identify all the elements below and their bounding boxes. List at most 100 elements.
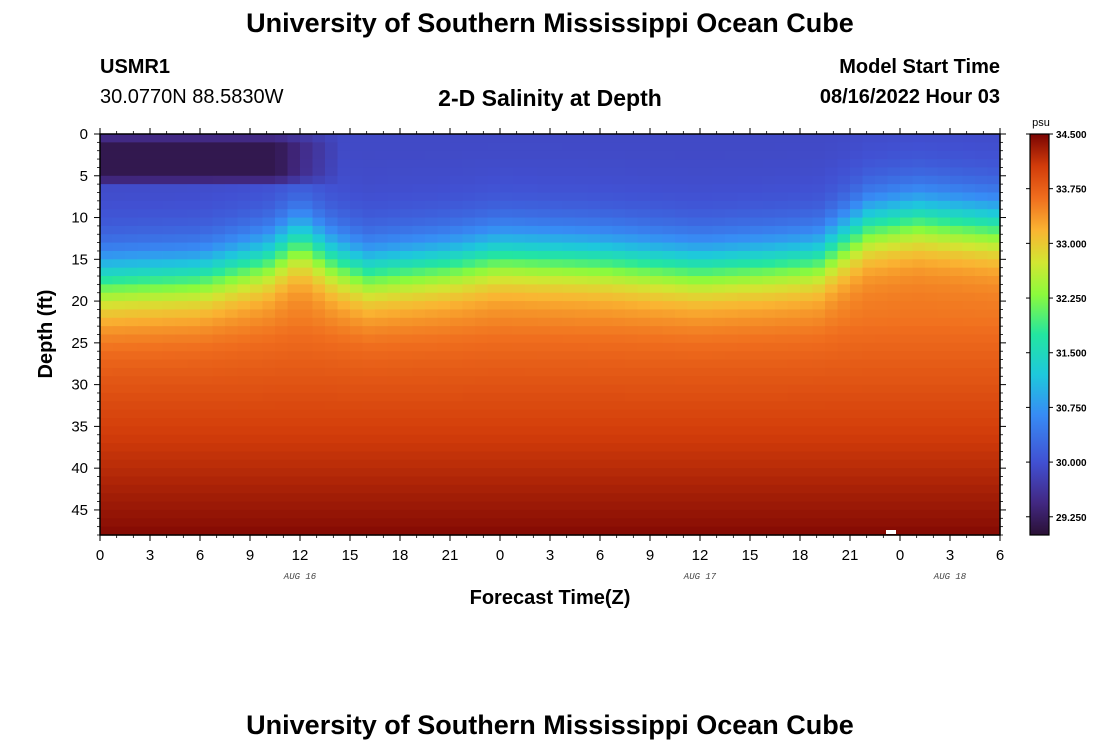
heatmap-cell: [750, 401, 764, 411]
model-start-label: Model Start Time: [839, 56, 1000, 78]
heatmap-cell: [737, 142, 751, 152]
heatmap-cell: [237, 167, 251, 177]
heatmap-cell: [737, 376, 751, 386]
heatmap-cell: [637, 184, 651, 194]
heatmap-cell: [700, 301, 714, 311]
heatmap-cell: [212, 200, 226, 210]
heatmap-cell: [987, 200, 1001, 210]
heatmap-cell: [562, 334, 576, 344]
heatmap-cell: [187, 250, 201, 260]
heatmap-cell: [750, 476, 764, 486]
heatmap-cell: [900, 200, 914, 210]
heatmap-cell: [612, 376, 626, 386]
heatmap-cell: [450, 292, 464, 302]
heatmap-cell: [337, 184, 351, 194]
heatmap-cell: [512, 242, 526, 252]
heatmap-cell: [337, 409, 351, 419]
heatmap-cell: [862, 167, 876, 177]
heatmap-cell: [937, 276, 951, 285]
heatmap-cell: [187, 234, 201, 244]
heatmap-cell: [587, 175, 601, 185]
heatmap-cell: [325, 484, 339, 494]
heatmap-cell: [675, 167, 689, 177]
heatmap-cell: [187, 367, 201, 377]
heatmap-cell: [237, 175, 251, 185]
heatmap-cell: [387, 200, 401, 210]
heatmap-cell: [337, 309, 351, 319]
heatmap-cell: [262, 326, 276, 336]
heatmap-cell: [812, 301, 826, 311]
heatmap-cell: [212, 526, 226, 536]
heatmap-cell: [225, 259, 239, 269]
heatmap-cell: [625, 351, 639, 361]
heatmap-cell: [812, 292, 826, 302]
heatmap-cell: [225, 250, 239, 260]
heatmap-cell: [687, 242, 701, 252]
heatmap-cell: [412, 250, 426, 260]
heatmap-cell: [437, 418, 451, 427]
heatmap-cell: [625, 259, 639, 269]
heatmap-cell: [762, 376, 776, 386]
heatmap-cell: [462, 392, 476, 402]
heatmap-cell: [937, 234, 951, 244]
colorbar-tick-label: 32.250: [1056, 294, 1087, 305]
heatmap-cell: [512, 459, 526, 469]
heatmap-cell: [887, 501, 901, 511]
heatmap-cell: [887, 401, 901, 411]
heatmap-cell: [725, 526, 739, 536]
heatmap-cell: [387, 418, 401, 427]
heatmap-cell: [375, 459, 389, 469]
heatmap-cell: [225, 409, 239, 419]
heatmap-cell: [900, 384, 914, 394]
heatmap-cell: [362, 443, 376, 453]
heatmap-cell: [150, 392, 164, 402]
heatmap-cell: [587, 342, 601, 352]
heatmap-cell: [950, 384, 964, 394]
heatmap-cell: [500, 509, 514, 519]
heatmap-cell: [137, 476, 151, 486]
heatmap-cell: [712, 250, 726, 260]
heatmap-cell: [225, 468, 239, 478]
heatmap-cell: [625, 509, 639, 519]
heatmap-cell: [337, 484, 351, 494]
heatmap-cell: [100, 501, 114, 511]
heatmap-cell: [900, 225, 914, 235]
heatmap-cell: [750, 418, 764, 427]
heatmap-cell: [112, 301, 126, 311]
heatmap-cell: [375, 184, 389, 194]
heatmap-cell: [562, 401, 576, 411]
heatmap-cell: [350, 234, 364, 244]
heatmap-cell: [737, 200, 751, 210]
heatmap-cell: [300, 184, 314, 194]
heatmap-cell: [650, 509, 664, 519]
heatmap-cell: [362, 259, 376, 269]
heatmap-cell: [337, 267, 351, 277]
heatmap-cell: [862, 209, 876, 219]
heatmap-cell: [762, 401, 776, 411]
heatmap-cell: [400, 401, 414, 411]
heatmap-cell: [100, 134, 114, 143]
heatmap-cell: [687, 309, 701, 319]
heatmap-cell: [625, 443, 639, 453]
heatmap-cell: [825, 451, 839, 461]
heatmap-cell: [987, 192, 1001, 202]
heatmap-cell: [712, 317, 726, 327]
heatmap-cell: [387, 518, 401, 528]
heatmap-cell: [875, 526, 889, 536]
heatmap-cell: [612, 501, 626, 511]
heatmap-cell: [137, 267, 151, 277]
heatmap-cell: [550, 192, 564, 202]
heatmap-cell: [962, 409, 976, 419]
heatmap-cell: [500, 334, 514, 344]
heatmap-cell: [950, 518, 964, 528]
heatmap-cell: [437, 351, 451, 361]
heatmap-cell: [212, 401, 226, 411]
heatmap-cell: [650, 267, 664, 277]
heatmap-cell: [700, 351, 714, 361]
heatmap-cell: [150, 443, 164, 453]
heatmap-cell: [912, 334, 926, 344]
heatmap-cell: [200, 276, 214, 285]
heatmap-cell: [300, 259, 314, 269]
heatmap-cell: [712, 267, 726, 277]
heatmap-cell: [275, 309, 289, 319]
